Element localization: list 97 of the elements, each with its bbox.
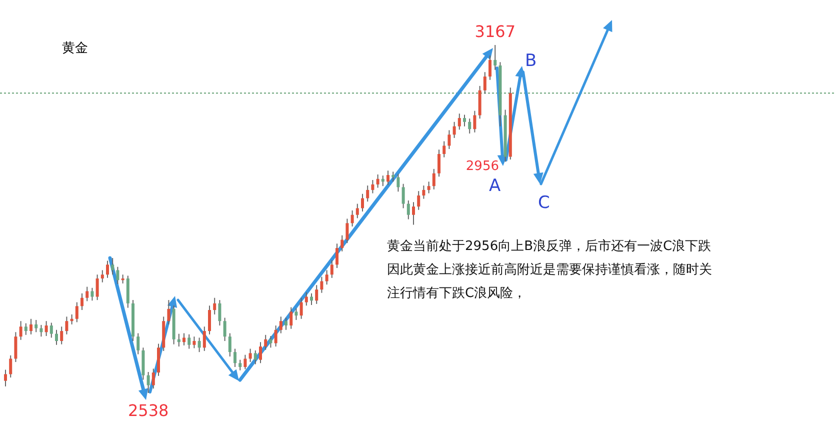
candlestick (146, 371, 150, 393)
candlestick (80, 292, 84, 311)
candlestick (468, 118, 472, 134)
candlestick (234, 348, 236, 368)
candlestick (300, 297, 303, 320)
candlestick (336, 243, 338, 268)
candlestick (182, 332, 186, 346)
candlestick (422, 185, 426, 200)
candlestick (198, 337, 201, 353)
candlestick (152, 368, 155, 390)
annotation: 因此黄金上涨接近前高附近是需要保持谨慎看涨，随时关 (387, 262, 712, 278)
candlestick (381, 175, 384, 187)
candlestick (259, 342, 262, 364)
candlestick (417, 190, 420, 210)
text: B (525, 51, 537, 71)
annotation: 3167 (474, 22, 516, 41)
annotation: 注行情有下跌C浪风险， (387, 285, 526, 301)
candlestick (9, 354, 12, 378)
candlestick (448, 130, 451, 150)
candlestick (304, 292, 308, 306)
candlestick (350, 210, 354, 227)
candlestick (244, 354, 247, 370)
candlestick (238, 359, 242, 371)
candlestick (106, 260, 109, 278)
candlestick (483, 72, 486, 94)
candlestick (330, 260, 334, 278)
candlestick (50, 322, 53, 338)
chart-title: 黄金 (62, 41, 88, 56)
candlestick (473, 110, 476, 133)
candlestick (458, 113, 461, 130)
candlestick (361, 193, 364, 212)
candlestick (96, 274, 99, 301)
annotation: A (489, 176, 501, 196)
candlestick (290, 306, 293, 330)
candlestick (177, 333, 180, 348)
candlestick (90, 287, 94, 302)
candlestick (402, 183, 405, 209)
candlestick (340, 234, 344, 252)
candlestick (111, 258, 114, 276)
candlestick (65, 316, 68, 335)
candlestick (86, 286, 89, 302)
candlestick (406, 200, 410, 220)
candlestick (192, 336, 196, 349)
candlestick (427, 181, 430, 194)
candlestick (30, 318, 32, 335)
annotation: 黄金当前处于2956向上B浪反弹，后市还有一波C浪下跌 (387, 238, 712, 254)
candlestick (320, 276, 324, 294)
candlestick (213, 297, 216, 315)
candlestick (412, 202, 415, 226)
candlestick (371, 179, 374, 194)
candlestick (254, 350, 257, 365)
candlestick (228, 332, 232, 357)
candlestick (55, 329, 58, 346)
candlestick (463, 114, 466, 127)
candlestick (188, 334, 191, 350)
candlestick (325, 270, 328, 286)
candlestick (294, 308, 298, 320)
candlestick (167, 300, 170, 325)
annotation: 2956 (466, 159, 499, 174)
candlestick (452, 121, 456, 138)
candlestick (44, 320, 48, 337)
candlestick (279, 316, 282, 334)
candlestick (269, 336, 272, 348)
candlestick (14, 332, 18, 363)
candlestick (488, 55, 492, 80)
candlestick (274, 325, 278, 348)
text: C (538, 193, 550, 213)
candlestick (284, 317, 288, 330)
candlestick (40, 324, 43, 338)
candlestick (223, 317, 226, 342)
candlestick (60, 326, 64, 345)
candlestick (386, 170, 390, 186)
candlestick (442, 140, 446, 158)
candlestick (136, 332, 140, 355)
candlestick (19, 320, 22, 340)
candlestick (116, 266, 120, 285)
candlestick (438, 149, 440, 178)
candlestick (100, 270, 104, 283)
candlestick (4, 369, 7, 387)
candlestick (376, 174, 380, 188)
candlestick (315, 284, 318, 304)
candlestick (208, 305, 211, 335)
candlestick (264, 334, 268, 350)
candlestick (432, 168, 436, 190)
candlestick (346, 218, 349, 244)
candlestick (75, 302, 78, 323)
candlestick (366, 185, 370, 202)
annotation: 2538 (128, 401, 169, 420)
candlestick (310, 292, 313, 306)
candlestick (24, 322, 28, 336)
candlestick (396, 173, 400, 192)
candlestick (248, 348, 252, 363)
candlestick (202, 326, 206, 352)
candlestick (356, 203, 359, 219)
candlestick (218, 300, 222, 326)
candlestick (494, 45, 497, 70)
candlestick (34, 319, 38, 333)
